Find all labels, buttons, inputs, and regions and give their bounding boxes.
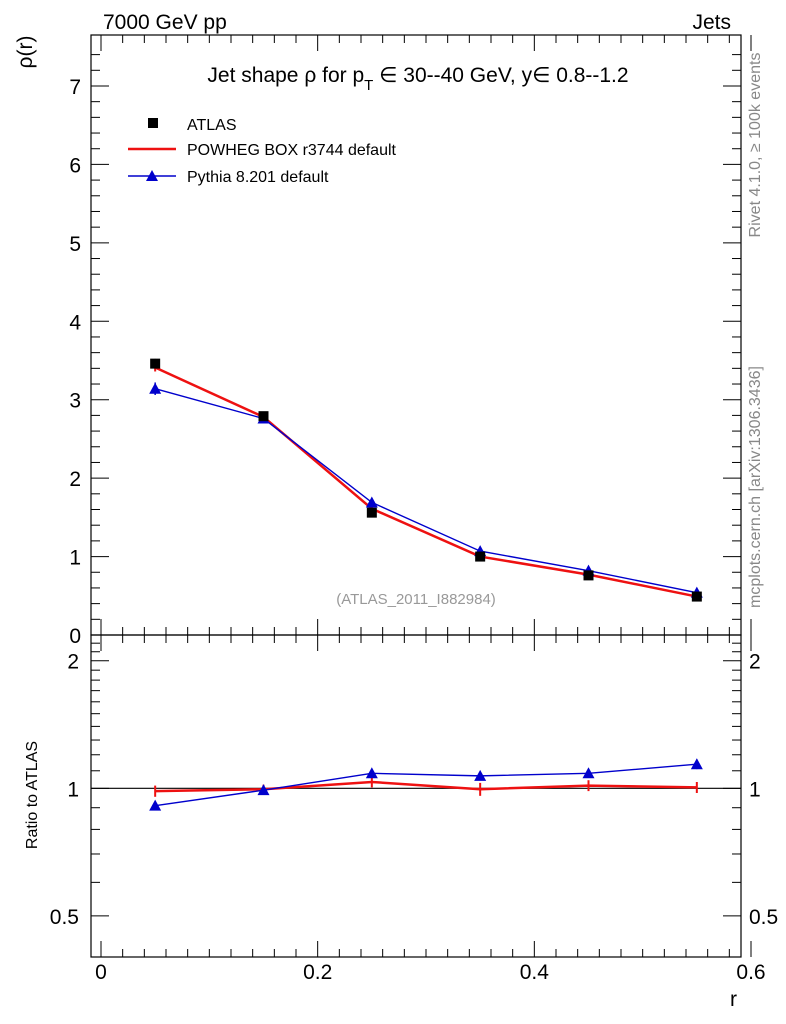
pythia-point (365, 496, 378, 508)
atlas-point (258, 411, 269, 422)
ratio-panel-ticks: 0.5 0.5 1 1 2 2 0 0.2 0.4 0.6 (50, 635, 778, 984)
pythia-line (154, 388, 697, 594)
ratio-ytick-label-right: 1 (749, 778, 761, 801)
legend-label-atlas: ATLAS (187, 117, 237, 134)
ratio-ytick-label-left: 1 (67, 778, 79, 801)
main-series (149, 358, 703, 602)
xtick-label: 0.6 (736, 961, 765, 984)
title-rest: ∈ 30--40 GeV, y∈ 0.8--1.2 (373, 64, 628, 87)
ratio-ytick-label-left: 0.5 (50, 906, 79, 929)
legend-label-pythia: Pythia 8.201 default (187, 169, 329, 186)
main-ytick-label: 1 (69, 547, 81, 570)
pythia-point (149, 382, 162, 394)
ratio-pythia-point (257, 784, 270, 796)
main-ytick-label: 4 (69, 311, 81, 334)
main-ylabel: ρ(r) (14, 36, 37, 69)
ratio-ytick-label-left: 2 (67, 651, 79, 674)
main-ytick-label: 0 (69, 625, 81, 648)
main-ytick-label: 5 (69, 233, 81, 256)
main-ytick-label: 2 (69, 468, 81, 491)
ratio-pythia-point (474, 769, 487, 781)
atlas-point (366, 507, 377, 518)
ratio-powheg-line (155, 780, 697, 793)
atlas-point (150, 358, 161, 369)
ratio-panel-frame (90, 634, 742, 958)
xtick-label: 0.4 (520, 961, 550, 984)
ratio-xlabel: r (730, 988, 737, 1011)
ratio-ytick-label-right: 0.5 (749, 906, 778, 929)
ratio-pythia-line (155, 763, 697, 807)
main-ytick-label: 7 (69, 76, 81, 99)
ratio-series (149, 758, 703, 811)
atlas-point (691, 591, 702, 602)
ratio-pythia-point (149, 799, 162, 811)
atlas-point (583, 570, 594, 581)
powheg-line (154, 366, 698, 598)
ratio-pythia-point (690, 758, 703, 770)
main-ytick-label: 6 (69, 154, 81, 177)
legend-marker-pythia (146, 170, 158, 181)
ratio-pythia-point (582, 767, 595, 779)
legend-label-powheg: POWHEG BOX r3744 default (187, 142, 397, 159)
title-rho: ρ (304, 64, 316, 87)
xtick-label: 0.2 (303, 961, 332, 984)
title-prefix: Jet shape (207, 64, 304, 87)
legend: ATLAS POWHEG BOX r3744 default Pythia 8.… (128, 117, 397, 186)
title-for: for p (316, 64, 364, 87)
atlas-point (475, 551, 486, 562)
ratio-pythia-point (365, 767, 378, 779)
legend-marker-atlas (148, 118, 158, 128)
analysis-watermark: (ATLAS_2011_I882984) (336, 591, 496, 608)
header-category: Jets (692, 11, 731, 34)
main-ytick-label: 3 (69, 390, 81, 413)
xtick-label: 0 (95, 961, 107, 984)
header-energy: 7000 GeV pp (103, 11, 227, 34)
title-sub: T (364, 77, 373, 94)
chart-title: Jet shape ρ for pT ∈ 30--40 GeV, y∈ 0.8-… (207, 64, 628, 94)
main-panel-ticks: 0 1 2 3 4 5 6 7 (69, 35, 752, 648)
mcplots-label: mcplots.cern.ch [arXiv:1306.3436] (747, 366, 764, 608)
ratio-ylabel: Ratio to ATLAS (24, 741, 41, 849)
ratio-ytick-label-right: 2 (749, 651, 761, 674)
rivet-label: Rivet 4.1.0, ≥ 100k events (747, 53, 764, 238)
